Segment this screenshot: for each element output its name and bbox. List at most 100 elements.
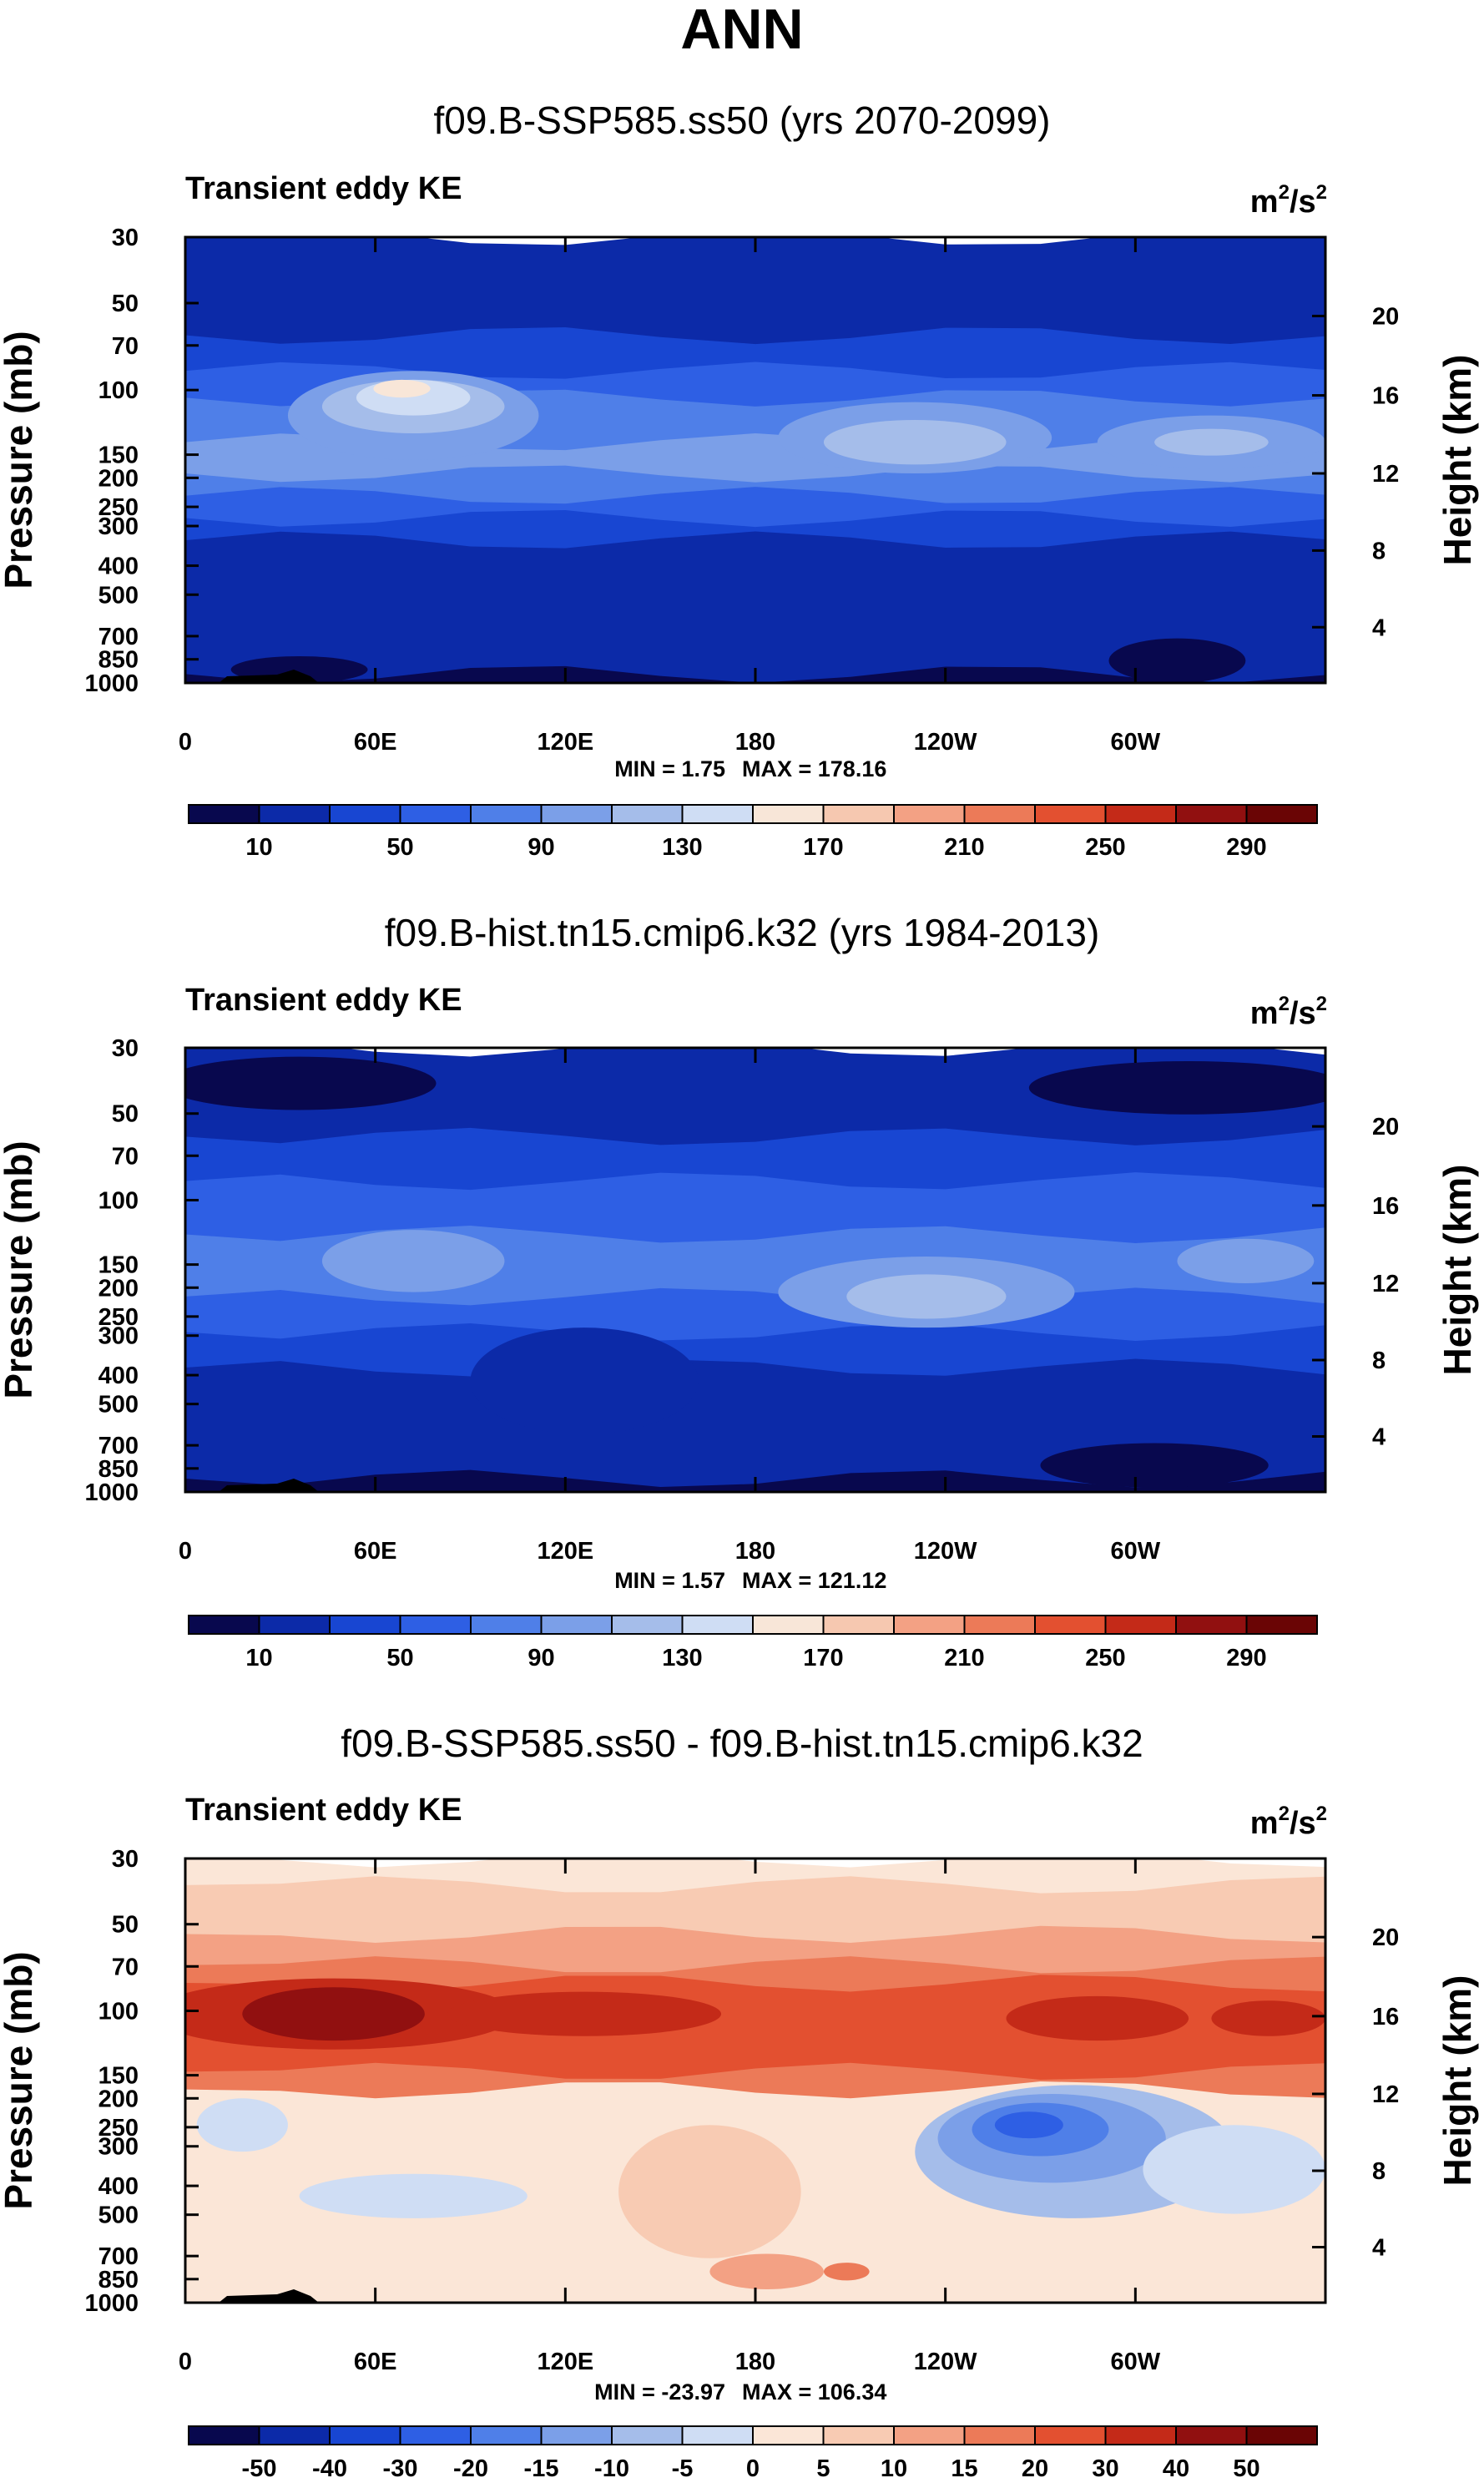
panel-1: f09.B-SSP585.ss50 (yrs 2070-2099) Transie…	[0, 99, 1479, 861]
variable-label: Transient eddy KE	[185, 171, 462, 206]
units-label: m2/s2	[1250, 993, 1327, 1031]
x-tick-label: 120E	[537, 729, 593, 756]
y2-tick-label: 20	[1372, 1924, 1399, 1951]
colorbar-box	[399, 804, 472, 824]
colorbar-box	[188, 1615, 260, 1635]
panel-title: f09.B-SSP585.ss50 - f09.B-hist.tn15.cmip…	[341, 1722, 1143, 1765]
y-tick-label: 200	[98, 2086, 139, 2112]
y-tick-label: 850	[98, 1456, 139, 1483]
colorbar-box	[752, 804, 825, 824]
colorbar-label: 20	[1022, 2455, 1048, 2482]
colorbar-box	[258, 2425, 331, 2445]
max-label: MAX = 106.34	[742, 2379, 886, 2405]
y-tick-label: 400	[98, 554, 139, 580]
colorbar-label: 50	[386, 834, 413, 861]
y-axis-title: Pressure (mb)	[0, 331, 40, 589]
y-tick-label: 30	[112, 1035, 139, 1062]
colorbar-box	[1245, 804, 1318, 824]
y-tick-label: 400	[98, 1363, 139, 1389]
y-tick-label: 1000	[84, 2290, 139, 2317]
contour-field	[185, 1048, 1325, 1492]
colorbar-label: 250	[1085, 1645, 1125, 1671]
y2-tick-label: 20	[1372, 304, 1399, 331]
units-label: m2/s2	[1250, 181, 1327, 220]
contour-region	[373, 379, 431, 398]
y2-tick-label: 16	[1372, 1193, 1399, 1220]
y2-tick-label: 8	[1372, 1348, 1386, 1374]
colorbar-box	[188, 804, 260, 824]
main-title: ANN	[680, 0, 803, 61]
x-tick-label: 0	[179, 1538, 192, 1565]
x-tick-label: 60E	[354, 1538, 397, 1565]
contour-band	[185, 1358, 1325, 1492]
y2-tick-label: 16	[1372, 2004, 1399, 2030]
colorbar-label: -15	[524, 2455, 559, 2482]
contour-band	[185, 327, 1325, 385]
colorbar-box	[1104, 1615, 1177, 1635]
colorbar-box	[893, 1615, 966, 1635]
x-tick-label: 0	[179, 2349, 192, 2375]
contour-region	[1108, 638, 1246, 683]
contour-region	[299, 2173, 527, 2218]
colorbar-box	[258, 1615, 331, 1635]
colorbar-box	[540, 1615, 613, 1635]
min-label: MIN = -23.97	[594, 2379, 725, 2405]
colorbar-box	[1175, 804, 1248, 824]
contour-region	[470, 1327, 699, 1434]
x-tick-label: 0	[179, 729, 192, 756]
y-tick-label: 200	[98, 1275, 139, 1302]
y-tick-label: 500	[98, 582, 139, 609]
terrain-mask	[219, 670, 319, 683]
colorbar-label: 10	[245, 834, 272, 861]
colorbar-box	[329, 2425, 401, 2445]
contour-region	[321, 1230, 505, 1292]
contour-region	[1006, 1995, 1189, 2041]
variable-label: Transient eddy KE	[185, 1793, 462, 1828]
y-tick-label: 700	[98, 624, 139, 650]
y-tick-label: 100	[98, 377, 139, 404]
colorbar-box	[963, 1615, 1036, 1635]
contour-region	[994, 2111, 1063, 2139]
x-tick-label: 60W	[1111, 729, 1161, 756]
colorbar-box	[1034, 2425, 1107, 2445]
colorbar-label: 170	[803, 834, 843, 861]
colorbar-label: -30	[383, 2455, 418, 2482]
y-tick-label: 300	[98, 1323, 139, 1350]
colorbar-label: 5	[816, 2455, 830, 2482]
contour-region	[846, 1274, 1007, 1319]
contour-band	[185, 1048, 1325, 1150]
contour-region	[447, 1991, 722, 2036]
y-tick-label: 500	[98, 1392, 139, 1418]
colorbar-box	[963, 804, 1036, 824]
y-tick-label: 250	[98, 494, 139, 521]
y-tick-label: 700	[98, 2243, 139, 2270]
contour-band	[185, 237, 1325, 349]
colorbar-label: 290	[1226, 1645, 1266, 1671]
y2-tick-label: 12	[1372, 461, 1399, 488]
variable-label: Transient eddy KE	[185, 983, 462, 1018]
colorbar-box	[258, 804, 331, 824]
contour-band	[185, 665, 1325, 683]
y-tick-label: 30	[112, 1846, 139, 1873]
terrain-mask	[219, 1479, 319, 1492]
colorbar-label: 250	[1085, 834, 1125, 861]
y-tick-label: 850	[98, 2267, 139, 2293]
colorbar-label: 50	[1233, 2455, 1259, 2482]
contour-region	[196, 2098, 288, 2152]
contour-region	[1028, 1060, 1325, 1115]
colorbar-box	[470, 804, 543, 824]
colorbar-box	[822, 804, 895, 824]
colorbar-label: 130	[662, 834, 702, 861]
colorbar-box	[540, 804, 613, 824]
y2-tick-label: 16	[1372, 383, 1399, 410]
colorbar-label: -40	[312, 2455, 347, 2482]
colorbar-box	[611, 1615, 684, 1635]
colorbar-box	[540, 2425, 613, 2445]
y-tick-label: 50	[112, 291, 139, 317]
colorbar-label: 170	[803, 1645, 843, 1671]
y2-tick-label: 8	[1372, 2158, 1386, 2185]
contour-region	[709, 2253, 824, 2290]
colorbar-box	[399, 2425, 472, 2445]
terrain-mask	[219, 2289, 319, 2303]
x-tick-label: 120W	[914, 2349, 977, 2375]
